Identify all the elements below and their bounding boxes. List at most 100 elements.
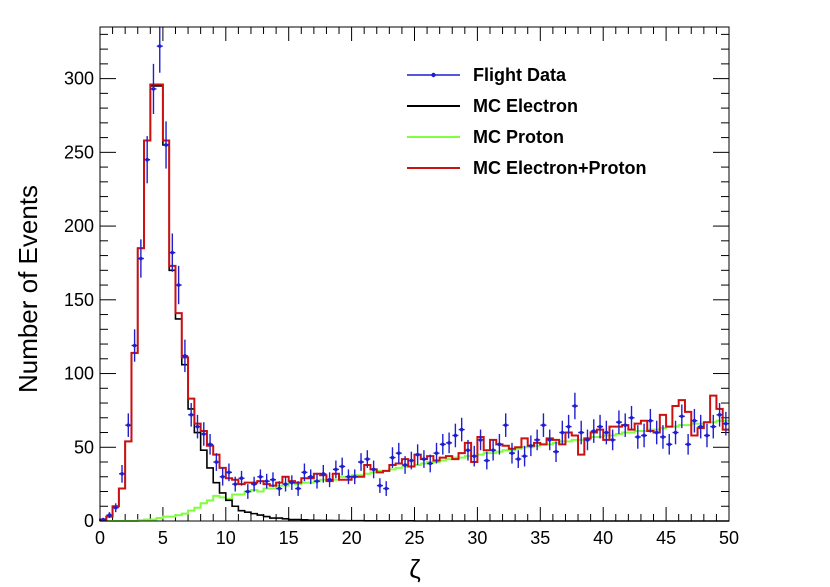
- y-axis-title: Number of Events: [13, 185, 43, 393]
- data-point: [692, 418, 697, 423]
- data-point: [120, 472, 124, 476]
- legend-label: MC Electron: [473, 96, 578, 116]
- data-point: [145, 157, 149, 162]
- data-point: [384, 486, 388, 491]
- x-tick-label: 40: [593, 528, 613, 548]
- data-point: [151, 87, 156, 91]
- data-point: [673, 430, 678, 435]
- data-point: [711, 424, 716, 429]
- data-point: [503, 423, 508, 427]
- data-point: [604, 430, 609, 435]
- data-point: [321, 472, 326, 476]
- data-point: [623, 423, 628, 427]
- data-point: [441, 442, 445, 447]
- plot-area: [99, 26, 730, 522]
- data-point: [176, 283, 181, 287]
- data-point: [371, 467, 376, 472]
- data-point: [101, 517, 105, 522]
- x-tick-label: 45: [656, 528, 676, 548]
- x-tick-label: 10: [216, 528, 236, 548]
- data-point: [629, 415, 634, 420]
- data-point: [554, 449, 558, 454]
- data-point: [654, 430, 659, 435]
- data-point: [390, 455, 395, 460]
- data-point: [334, 467, 338, 472]
- data-point: [271, 477, 275, 482]
- data-point: [422, 457, 426, 461]
- x-tick-label: 50: [719, 528, 739, 548]
- data-point: [466, 448, 470, 453]
- legend: Flight Data MC Electron MC Proton MC Electr…: [407, 65, 647, 178]
- data-point: [635, 435, 640, 439]
- data-point: [290, 480, 294, 485]
- data-point: [139, 256, 143, 261]
- data-point: [170, 250, 175, 255]
- data-point: [591, 429, 596, 433]
- data-point: [459, 427, 464, 432]
- x-tick-label: 0: [95, 528, 105, 548]
- y-tick-label: 250: [64, 142, 94, 162]
- legend-label: MC Proton: [473, 127, 564, 147]
- data-point: [409, 458, 414, 463]
- data-point: [579, 430, 583, 435]
- data-point: [541, 423, 546, 427]
- data-point: [510, 451, 514, 455]
- data-point: [573, 404, 577, 408]
- y-tick-label: 150: [64, 290, 94, 310]
- data-point: [302, 470, 307, 475]
- data-point: [346, 474, 351, 479]
- data-point: [661, 435, 665, 439]
- data-point: [447, 441, 451, 445]
- data-point: [258, 474, 263, 479]
- data-point: [529, 443, 533, 448]
- data-point: [183, 354, 187, 358]
- data-point: [566, 424, 571, 429]
- data-point: [560, 430, 565, 435]
- data-point: [478, 438, 483, 442]
- data-point: [547, 438, 552, 442]
- data-point: [195, 424, 200, 429]
- x-tick-label: 20: [342, 528, 362, 548]
- data-point: [359, 460, 363, 464]
- x-tick-label: 5: [158, 528, 168, 548]
- data-point: [233, 482, 238, 486]
- data-point: [686, 442, 690, 447]
- data-point: [396, 451, 401, 455]
- data-point: [327, 477, 332, 482]
- y-tick-label: 300: [64, 69, 94, 89]
- data-point: [453, 433, 458, 438]
- y-tick-label: 200: [64, 216, 94, 236]
- data-point: [516, 457, 521, 461]
- x-tick-label: 30: [467, 528, 487, 548]
- data-point: [157, 44, 162, 48]
- data-point: [252, 482, 256, 486]
- data-point: [434, 451, 439, 455]
- x-tick-label: 25: [404, 528, 424, 548]
- data-point: [648, 418, 653, 423]
- data-point: [497, 442, 502, 447]
- data-point: [428, 461, 433, 466]
- x-axis-title: ζ: [409, 554, 420, 584]
- data-point: [189, 413, 194, 417]
- data-point: [585, 438, 590, 442]
- y-tick-label: 100: [64, 364, 94, 384]
- data-point: [308, 474, 313, 479]
- data-point: [126, 423, 131, 427]
- data-point: [283, 482, 288, 486]
- data-point: [642, 433, 646, 438]
- y-tick-label: 0: [84, 511, 94, 531]
- data-point: [485, 458, 489, 463]
- data-point: [680, 414, 684, 419]
- y-tick-labels: 0 50 100 150 200 250 300: [64, 69, 94, 531]
- data-point: [522, 454, 527, 458]
- series-flight-data: [100, 27, 729, 522]
- data-point: [164, 143, 168, 147]
- x-tick-label: 35: [530, 528, 550, 548]
- data-point: [201, 432, 206, 436]
- legend-label: MC Electron+Proton: [473, 158, 647, 178]
- y-tick-label: 50: [74, 437, 94, 457]
- data-point: [264, 479, 269, 483]
- data-point: [132, 343, 137, 348]
- data-point: [220, 474, 225, 479]
